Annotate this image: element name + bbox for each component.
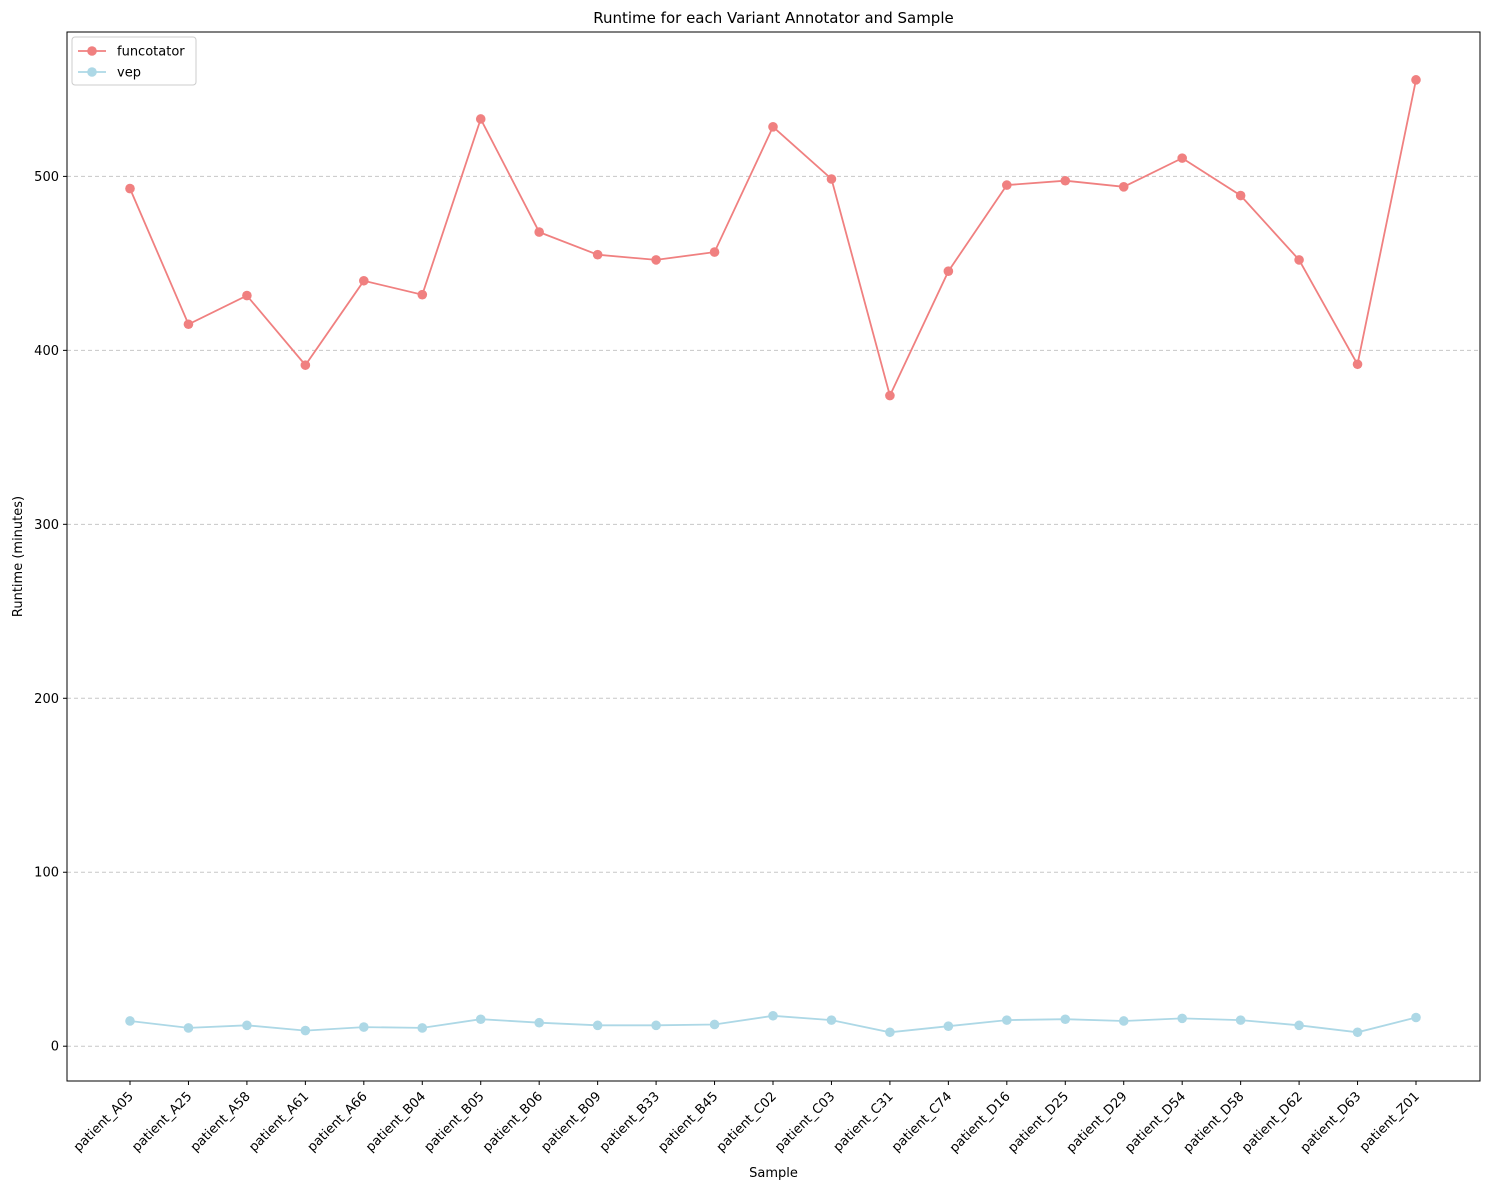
x-tick-label: patient_A61 [246,1089,312,1155]
legend: funcotator vep [71,36,197,86]
y-tick-label: 200 [34,692,59,707]
data-point-funcotator [1235,190,1246,201]
data-point-funcotator [592,249,603,260]
data-point-vep [242,1020,252,1031]
x-tick-label: patient_B45 [655,1089,721,1155]
data-point-vep [183,1023,194,1033]
data-point-funcotator [651,255,661,265]
grid-layer [67,175,1480,1047]
x-tick-label: patient_D63 [1298,1089,1365,1156]
series-vep [125,1010,1421,1038]
data-point-vep [1118,1016,1129,1026]
x-tick-label: patient_C03 [772,1089,838,1155]
y-tick-label: 0 [51,1040,59,1055]
data-point-vep [826,1015,837,1025]
data-point-vep [1235,1015,1246,1025]
data-point-funcotator [300,360,311,370]
data-point-funcotator [1118,182,1129,192]
x-tick-label: patient_Z01 [1357,1089,1423,1155]
data-point-vep [1294,1020,1304,1031]
x-tick-label: patient_D16 [947,1089,1014,1156]
axes-layer: 0100200300400500patient_A05patient_A25pa… [34,170,1423,1156]
data-point-funcotator [768,122,778,132]
data-point-funcotator [359,275,369,286]
x-axis-label: Sample [749,1166,798,1181]
legend-marker-vep [87,67,97,77]
data-point-funcotator [709,247,720,257]
legend-box [71,36,197,86]
y-tick-label: 500 [34,170,59,185]
x-tick-label: patient_A05 [71,1089,137,1155]
x-tick-label: patient_B04 [363,1089,429,1155]
data-point-vep [1060,1014,1071,1025]
data-point-funcotator [183,319,194,330]
data-point-vep [475,1014,486,1025]
data-point-vep [1177,1013,1187,1024]
legend-marker-funcotator [87,46,97,56]
data-point-vep [592,1020,603,1031]
x-tick-label: patient_D62 [1239,1089,1306,1156]
data-point-vep [709,1019,720,1030]
data-point-vep [1411,1012,1421,1023]
series-funcotator [125,75,1421,401]
chart-title: Runtime for each Variant Annotator and S… [593,9,953,27]
data-point-funcotator [1002,180,1012,190]
data-point-funcotator [125,183,135,194]
data-point-vep [534,1017,544,1028]
y-axis-label: Runtime (minutes) [11,496,26,617]
x-tick-label: patient_A58 [188,1089,254,1155]
x-tick-label: patient_A66 [305,1089,371,1155]
data-point-funcotator [475,114,486,124]
data-point-funcotator [417,289,428,300]
legend-label-funcotator: funcotator [117,45,185,60]
data-point-vep [359,1022,369,1032]
data-point-vep [125,1016,135,1026]
x-tick-label: patient_B05 [422,1089,488,1155]
x-tick-label: patient_B06 [480,1089,546,1155]
data-point-funcotator [242,290,252,301]
data-point-vep [768,1010,778,1021]
data-point-funcotator [1177,153,1187,163]
x-tick-label: patient_D58 [1181,1089,1248,1156]
data-point-vep [651,1020,661,1031]
data-point-funcotator [943,266,954,276]
data-point-vep [1002,1015,1012,1025]
x-tick-label: patient_C74 [889,1089,955,1155]
y-tick-label: 100 [34,866,59,881]
x-tick-label: patient_C02 [714,1089,780,1155]
data-point-funcotator [1411,75,1421,85]
x-tick-label: patient_A25 [129,1089,195,1155]
x-tick-label: patient_B33 [597,1089,663,1155]
y-tick-label: 400 [34,344,59,359]
x-tick-label: patient_C31 [831,1089,897,1155]
data-point-funcotator [826,174,837,184]
x-tick-label: patient_D25 [1005,1089,1072,1156]
data-point-vep [885,1027,895,1038]
data-point-vep [417,1023,428,1033]
x-tick-label: patient_D29 [1064,1089,1131,1156]
data-point-funcotator [885,390,895,401]
data-point-funcotator [1294,255,1304,265]
data-point-vep [300,1025,311,1036]
x-tick-label: patient_D54 [1122,1089,1189,1156]
y-tick-label: 300 [34,518,59,533]
series-layer [125,75,1421,1038]
data-point-vep [1352,1027,1363,1038]
plot-frame [66,31,1481,1082]
legend-label-vep: vep [117,66,141,81]
data-point-funcotator [1352,359,1363,370]
data-point-funcotator [534,227,544,237]
data-point-funcotator [1060,175,1071,186]
x-tick-label: patient_B09 [539,1089,605,1155]
data-point-vep [943,1021,954,1032]
